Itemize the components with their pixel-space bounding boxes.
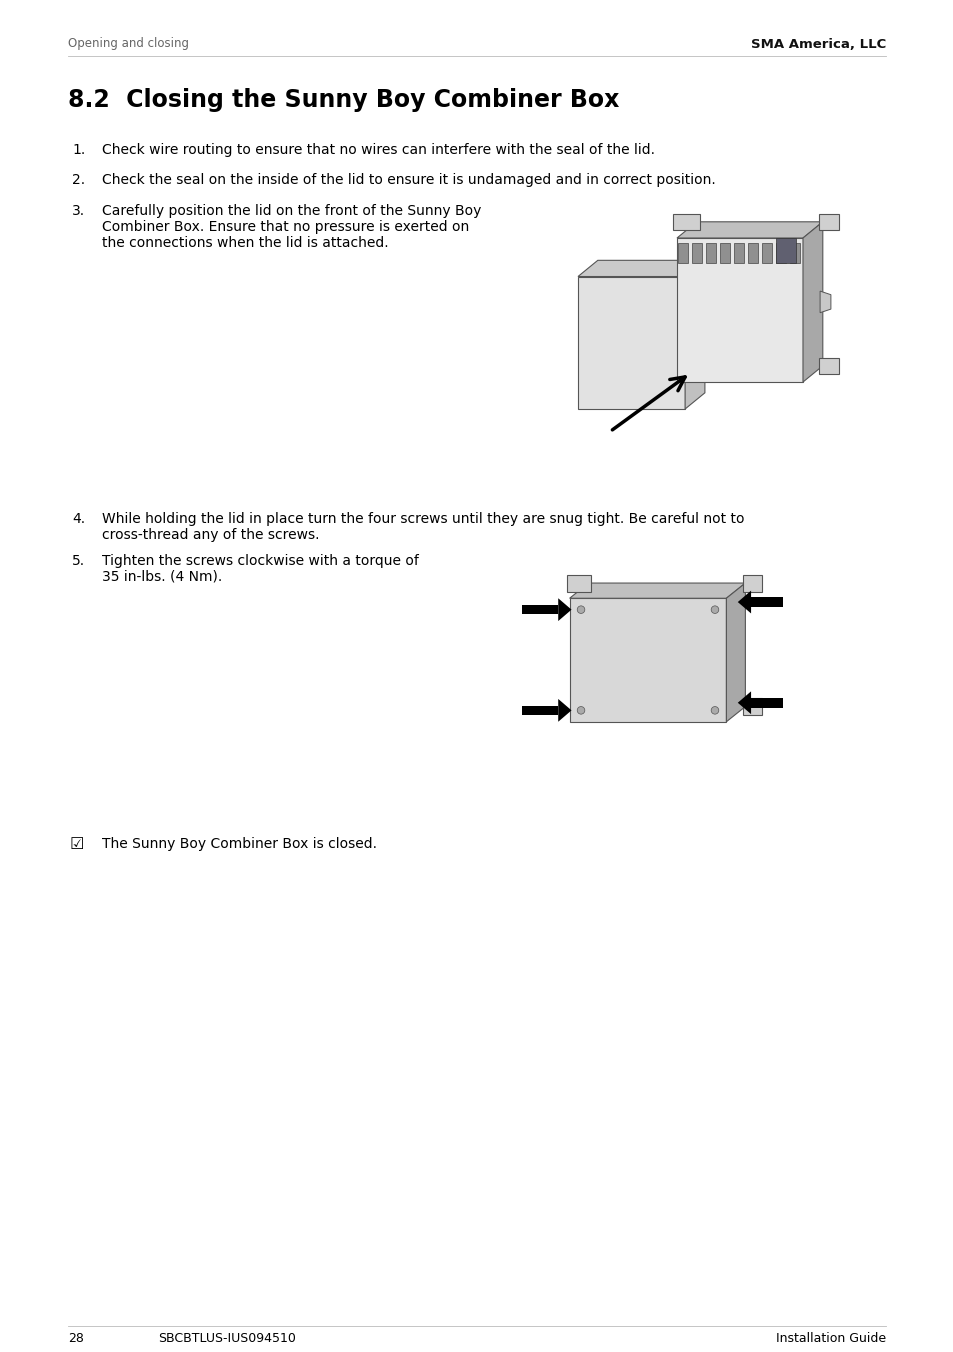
Text: 4.: 4. bbox=[71, 512, 85, 526]
Polygon shape bbox=[737, 691, 750, 714]
Polygon shape bbox=[747, 242, 757, 264]
Circle shape bbox=[710, 707, 718, 714]
Text: Combiner Box. Ensure that no pressure is exerted on: Combiner Box. Ensure that no pressure is… bbox=[102, 220, 469, 234]
Polygon shape bbox=[737, 591, 750, 614]
Polygon shape bbox=[789, 242, 799, 264]
Text: the connections when the lid is attached.: the connections when the lid is attached… bbox=[102, 237, 388, 250]
Polygon shape bbox=[733, 242, 743, 264]
Polygon shape bbox=[673, 214, 700, 230]
Polygon shape bbox=[820, 291, 830, 312]
Text: 35 in-lbs. (4 Nm).: 35 in-lbs. (4 Nm). bbox=[102, 571, 222, 584]
Circle shape bbox=[577, 606, 584, 614]
Text: Carefully position the lid on the front of the Sunny Boy: Carefully position the lid on the front … bbox=[102, 204, 481, 218]
Text: SBCBTLUS-IUS094510: SBCBTLUS-IUS094510 bbox=[158, 1332, 295, 1344]
Text: SMA America, LLC: SMA America, LLC bbox=[750, 38, 885, 50]
Text: Opening and closing: Opening and closing bbox=[68, 38, 189, 50]
Text: Check wire routing to ensure that no wires can interfere with the seal of the li: Check wire routing to ensure that no wir… bbox=[102, 143, 655, 157]
Polygon shape bbox=[678, 242, 687, 264]
Polygon shape bbox=[760, 242, 771, 264]
Circle shape bbox=[710, 606, 718, 614]
Polygon shape bbox=[819, 214, 838, 230]
Polygon shape bbox=[566, 575, 591, 592]
Text: The Sunny Boy Combiner Box is closed.: The Sunny Boy Combiner Box is closed. bbox=[102, 837, 376, 850]
Polygon shape bbox=[569, 583, 744, 598]
Text: 8.2  Closing the Sunny Boy Combiner Box: 8.2 Closing the Sunny Boy Combiner Box bbox=[68, 88, 618, 112]
Polygon shape bbox=[558, 699, 571, 722]
Text: 1.: 1. bbox=[71, 143, 85, 157]
Polygon shape bbox=[578, 261, 704, 277]
Polygon shape bbox=[677, 222, 821, 238]
Text: Check the seal on the inside of the lid to ensure it is undamaged and in correct: Check the seal on the inside of the lid … bbox=[102, 173, 715, 187]
Polygon shape bbox=[802, 222, 821, 383]
Polygon shape bbox=[691, 242, 701, 264]
Polygon shape bbox=[705, 242, 715, 264]
Polygon shape bbox=[569, 598, 725, 722]
Polygon shape bbox=[558, 598, 571, 621]
Polygon shape bbox=[719, 242, 729, 264]
Text: 28: 28 bbox=[68, 1332, 84, 1344]
Polygon shape bbox=[750, 698, 782, 707]
Polygon shape bbox=[684, 261, 704, 410]
Polygon shape bbox=[521, 706, 558, 715]
Polygon shape bbox=[750, 598, 782, 607]
Polygon shape bbox=[741, 575, 761, 592]
Text: Tighten the screws clockwise with a torque of: Tighten the screws clockwise with a torq… bbox=[102, 554, 418, 568]
Text: cross-thread any of the screws.: cross-thread any of the screws. bbox=[102, 529, 319, 542]
Text: Installation Guide: Installation Guide bbox=[775, 1332, 885, 1344]
Polygon shape bbox=[819, 358, 838, 375]
Polygon shape bbox=[521, 604, 558, 614]
Text: 3.: 3. bbox=[71, 204, 85, 218]
Circle shape bbox=[577, 707, 584, 714]
Polygon shape bbox=[677, 238, 802, 383]
Polygon shape bbox=[741, 698, 761, 715]
Polygon shape bbox=[775, 238, 795, 264]
Polygon shape bbox=[578, 277, 684, 410]
Text: ☑: ☑ bbox=[70, 837, 84, 852]
Text: 5.: 5. bbox=[71, 554, 85, 568]
Polygon shape bbox=[725, 583, 744, 722]
Polygon shape bbox=[775, 242, 785, 264]
Text: While holding the lid in place turn the four screws until they are snug tight. B: While holding the lid in place turn the … bbox=[102, 512, 743, 526]
Text: 2.: 2. bbox=[71, 173, 85, 187]
